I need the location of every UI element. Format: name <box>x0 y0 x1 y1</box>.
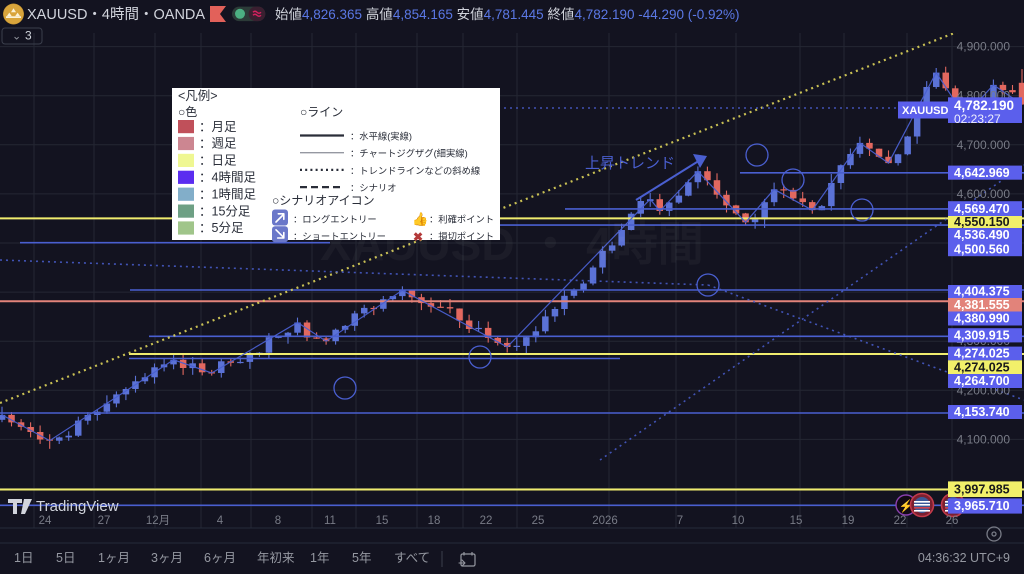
svg-text:4,900.000: 4,900.000 <box>957 40 1011 54</box>
svg-text:15: 15 <box>790 515 803 527</box>
svg-text:年初来: 年初来 <box>257 551 295 565</box>
svg-text:3,965.710: 3,965.710 <box>954 499 1010 513</box>
svg-text:<凡例>: <凡例> <box>178 89 218 103</box>
svg-text:4,309.915: 4,309.915 <box>954 329 1010 343</box>
svg-text:始値4,826.365 高値4,854.165 安値4,78: 始値4,826.365 高値4,854.165 安値4,781.445 終値4,… <box>275 6 740 22</box>
svg-text:：損切ポイント: ：損切ポイント <box>429 230 494 241</box>
svg-text:XAUUSD: XAUUSD <box>902 105 949 117</box>
svg-text:：ロングエントリー: ：ロングエントリー <box>293 214 377 225</box>
svg-text:○シナリオアイコン: ○シナリオアイコン <box>272 193 375 207</box>
svg-text:27: 27 <box>98 515 111 527</box>
svg-text:：5分足: ：5分足 <box>199 221 244 235</box>
svg-text:4,381.555: 4,381.555 <box>954 298 1010 312</box>
svg-text:：日足: ：日足 <box>199 154 237 168</box>
svg-text:：1時間足: ：1時間足 <box>199 187 256 201</box>
svg-text:：15分足: ：15分足 <box>199 204 251 218</box>
svg-text:02:23:27: 02:23:27 <box>954 112 1001 126</box>
svg-text:TradingView: TradingView <box>36 498 119 515</box>
svg-text:○色: ○色 <box>178 105 197 119</box>
svg-text:：ショートエントリー: ：ショートエントリー <box>293 231 386 241</box>
svg-text:6ヶ月: 6ヶ月 <box>204 551 236 565</box>
svg-text:4,600.000: 4,600.000 <box>957 187 1011 201</box>
svg-text:👍: 👍 <box>412 212 428 227</box>
svg-text:：トレンドラインなどの斜め線: ：トレンドラインなどの斜め線 <box>350 165 480 176</box>
svg-text:4,536.490: 4,536.490 <box>954 228 1010 242</box>
svg-text:4,700.000: 4,700.000 <box>957 138 1011 152</box>
svg-text:4,153.740: 4,153.740 <box>954 405 1010 419</box>
svg-text:：シナリオ: ：シナリオ <box>350 183 397 193</box>
svg-text:12月: 12月 <box>146 515 170 527</box>
svg-text:1年: 1年 <box>310 551 329 565</box>
svg-text:4,500.560: 4,500.560 <box>954 242 1010 256</box>
svg-text:25: 25 <box>532 515 545 527</box>
svg-text:22: 22 <box>894 515 907 527</box>
svg-text:4,404.375: 4,404.375 <box>954 285 1010 299</box>
svg-text:24: 24 <box>39 515 52 527</box>
svg-text:2026: 2026 <box>592 515 618 527</box>
svg-text:XAUUSD・4時間・OANDA: XAUUSD・4時間・OANDA <box>27 6 205 23</box>
svg-text:15: 15 <box>376 515 389 527</box>
svg-text:3: 3 <box>25 29 32 43</box>
svg-text:26: 26 <box>946 515 959 527</box>
svg-text:⌄: ⌄ <box>12 31 21 43</box>
svg-text:19: 19 <box>842 515 855 527</box>
svg-text:：週足: ：週足 <box>199 137 237 151</box>
svg-text:4: 4 <box>217 515 224 527</box>
svg-text:04:36:32 UTC+9: 04:36:32 UTC+9 <box>918 551 1010 565</box>
svg-text:10: 10 <box>732 515 745 527</box>
svg-text:○ライン: ○ライン <box>300 105 343 119</box>
svg-text:11: 11 <box>324 515 336 527</box>
svg-text:：4時間足: ：4時間足 <box>199 171 256 185</box>
svg-text:4,569.470: 4,569.470 <box>954 202 1010 216</box>
svg-text:4,380.990: 4,380.990 <box>954 312 1010 326</box>
svg-text:3,997.985: 3,997.985 <box>954 482 1010 496</box>
svg-text:上昇トレンド: 上昇トレンド <box>585 155 675 172</box>
svg-text:すべて: すべて <box>394 551 430 565</box>
svg-text:4,782.190: 4,782.190 <box>954 98 1014 113</box>
svg-text:✖: ✖ <box>413 230 423 244</box>
svg-text:1ヶ月: 1ヶ月 <box>98 551 130 565</box>
svg-text:3ヶ月: 3ヶ月 <box>151 551 183 565</box>
svg-text:18: 18 <box>428 515 441 527</box>
svg-text:22: 22 <box>480 515 493 527</box>
svg-text:4,550.150: 4,550.150 <box>954 215 1010 229</box>
svg-text:：水平線(実線): ：水平線(実線) <box>350 131 412 142</box>
svg-text:4,642.969: 4,642.969 <box>954 166 1010 180</box>
svg-text:4,100.000: 4,100.000 <box>957 432 1011 446</box>
svg-text:4,274.025: 4,274.025 <box>954 347 1010 361</box>
svg-text:1日: 1日 <box>14 551 33 565</box>
svg-text:5日: 5日 <box>56 551 75 565</box>
svg-text:：チャートジグザグ(細実線): ：チャートジグザグ(細実線) <box>350 148 468 159</box>
svg-text:8: 8 <box>275 515 281 527</box>
svg-text:5年: 5年 <box>352 551 371 565</box>
svg-text:4,264.700: 4,264.700 <box>954 374 1010 388</box>
svg-text:：月足: ：月足 <box>199 120 237 134</box>
svg-text:7: 7 <box>677 515 683 527</box>
svg-text:：利確ポイント: ：利確ポイント <box>429 214 494 225</box>
svg-text:4,274.025: 4,274.025 <box>954 360 1010 374</box>
